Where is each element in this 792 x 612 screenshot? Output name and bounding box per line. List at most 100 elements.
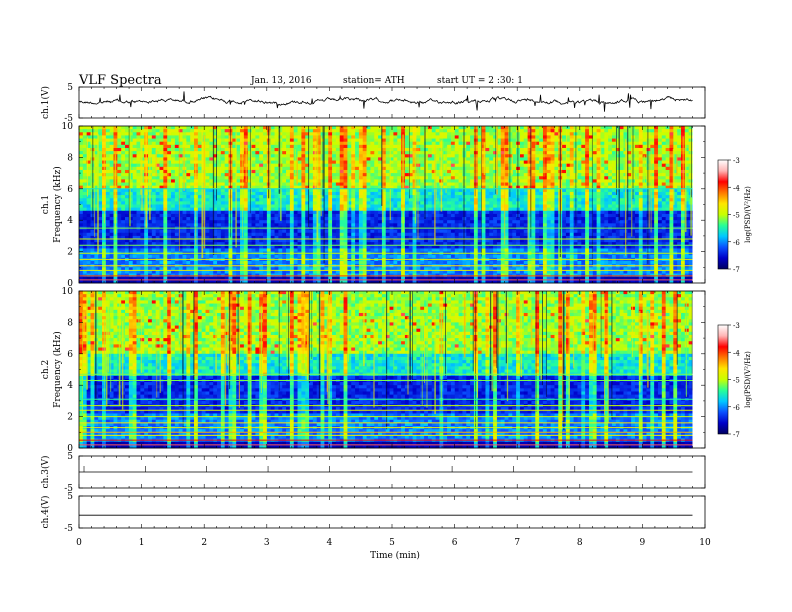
spectrogram-cell [274, 201, 279, 205]
spectrogram-cell [86, 213, 91, 218]
spectrogram-cell [508, 166, 513, 171]
spectrogram-cell [381, 185, 387, 190]
spectrogram-cell [654, 132, 659, 136]
spectrogram-cell [535, 185, 540, 190]
spectrogram-cell [588, 141, 594, 146]
spectrogram-cell [309, 129, 314, 133]
spectrogram-cell [259, 129, 264, 133]
spectrogram-cell [274, 138, 279, 143]
spectrogram-cell [447, 169, 452, 174]
spectrogram-cell [512, 163, 517, 168]
spectrogram-cell [385, 144, 390, 149]
spectrogram-cell [619, 173, 624, 177]
spectrogram-cell [565, 213, 571, 218]
spectrogram-cell [600, 154, 605, 158]
spectrogram-cell [190, 220, 195, 224]
spectrogram-cell [86, 176, 91, 180]
spectrogram-cell [236, 144, 241, 149]
spectrogram-cell [259, 138, 264, 143]
spectrogram-cell [109, 201, 114, 205]
spectrogram-cell [297, 176, 302, 180]
spectrogram-cell [393, 138, 398, 143]
spectrogram-cell [654, 217, 659, 221]
spectrogram-cell [266, 201, 272, 205]
spectrogram-cell [596, 151, 601, 155]
spectrogram-cell [358, 141, 364, 146]
spectrogram-cell [255, 191, 260, 196]
spectrogram-cell [263, 154, 268, 158]
spectrogram-cell [554, 154, 559, 158]
spectrogram-cell [619, 166, 624, 171]
spectrogram-cell [197, 126, 203, 130]
spectrogram-cell [117, 195, 122, 199]
y-tick-label: -5 [64, 114, 73, 124]
spectrogram-cell [98, 129, 103, 133]
spectrogram-cell [477, 185, 482, 190]
spectrogram-cell [98, 195, 103, 199]
spectrogram-cell [669, 185, 674, 190]
spectrogram-cell [136, 188, 141, 193]
spectrogram-cell [255, 182, 260, 187]
spectrogram-cell [378, 204, 383, 209]
spectrogram-cell [201, 129, 206, 133]
spectrogram-cell [243, 188, 249, 193]
spectrogram-cell [220, 182, 226, 187]
spectrogram-cell [424, 182, 429, 187]
spectrogram-cell [508, 198, 513, 202]
spectrogram-cell [619, 179, 624, 183]
spectrogram-cell [611, 163, 617, 168]
spectrogram-cell [393, 166, 398, 171]
spectrogram-cell [450, 169, 456, 174]
spectrogram-cell [427, 157, 433, 161]
spectrogram-cell [213, 176, 218, 180]
spectrogram-cell [569, 169, 575, 174]
spectrogram-cell [343, 204, 348, 209]
spectrogram-cell [343, 126, 348, 130]
spectrogram-cell [496, 141, 502, 146]
spectrogram-cell [565, 201, 571, 205]
spectrogram-cell [381, 198, 387, 202]
spectrogram-cell [247, 144, 252, 149]
spectrogram-cell [588, 179, 594, 183]
spectrogram-cell [527, 191, 532, 196]
spectrogram-cell [638, 141, 644, 146]
spectrogram-cell [209, 154, 214, 158]
spectrogram-cell [496, 195, 502, 199]
spectrogram-cell [167, 169, 172, 174]
spectrogram-cell [420, 195, 425, 199]
spectrogram-cell [542, 141, 548, 146]
spectrogram-cell [512, 213, 517, 218]
spectrogram-cell [109, 169, 114, 174]
spectrogram-cell [546, 188, 552, 193]
spectrogram-cell [209, 144, 214, 149]
spectrogram-cell [163, 154, 168, 158]
spectrogram-cell [232, 163, 237, 168]
spectrogram-cell [546, 138, 552, 143]
spectrogram-cell [351, 213, 356, 218]
spectrogram-cell [454, 157, 459, 161]
spectrogram-cell [381, 201, 387, 205]
spectrogram-cell [113, 141, 118, 146]
spectrogram-cell [565, 173, 571, 177]
spectrogram-cell [385, 151, 390, 155]
spectrogram-cell [615, 195, 621, 199]
spectrogram-cell [182, 126, 187, 130]
spectrogram-cell [347, 210, 352, 215]
spectrogram-cell [611, 195, 617, 199]
spectrogram-cell [485, 129, 490, 133]
spectrogram-cell [481, 179, 486, 183]
spectrogram-cell [447, 176, 452, 180]
spectrogram-cell [684, 188, 690, 193]
spectrogram-cell [504, 201, 509, 205]
spectrogram-cell [450, 217, 456, 221]
spectrogram-cell [358, 188, 364, 193]
spectrogram-cell [297, 188, 302, 193]
spectrogram-cell [370, 166, 375, 171]
spectrogram-cell [94, 138, 99, 143]
spectrogram-cell [167, 141, 172, 146]
spectrogram-cell [224, 191, 229, 196]
spectrogram-cell [259, 188, 264, 193]
spectrogram-cell [289, 160, 295, 165]
spectrogram-cell [646, 132, 651, 136]
spectrogram-cell [427, 176, 433, 180]
